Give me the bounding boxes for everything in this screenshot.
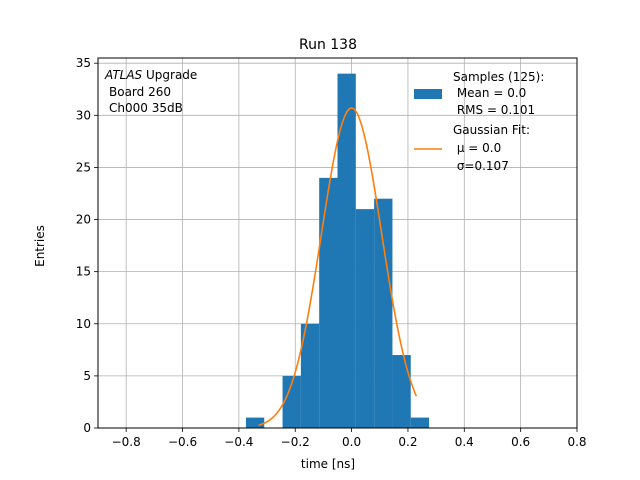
- legend-histogram-line-2: Mean = 0.0: [453, 86, 526, 100]
- plot-frame: [97, 57, 578, 429]
- y-tick-label: 20: [76, 213, 91, 227]
- gaussian-fit-curve: [258, 107, 418, 427]
- annotation-atlas: ATLAS: [104, 68, 143, 82]
- x-tick-label: −0.4: [224, 435, 253, 449]
- x-tick-label: 0.2: [398, 435, 417, 449]
- histogram-bar: [300, 323, 320, 428]
- y-tick-label: 35: [76, 56, 91, 70]
- y-tick-label: 0: [83, 421, 91, 435]
- x-tick-label: 0.6: [511, 435, 530, 449]
- legend: Samples (125): Mean = 0.0 RMS = 0.101 Ga…: [414, 70, 544, 173]
- histogram-bar: [337, 73, 356, 429]
- histogram-bar: [355, 209, 375, 428]
- legend-histogram-swatch: [414, 89, 442, 99]
- annotation-line-1: ATLAS Upgrade: [104, 68, 197, 82]
- x-tick-label: 0.4: [455, 435, 474, 449]
- y-tick-label: 5: [83, 369, 91, 383]
- y-tick-label: 30: [76, 108, 91, 122]
- annotation-upgrade: Upgrade: [142, 68, 197, 82]
- annotation-line-3: Ch000 35dB: [109, 101, 183, 115]
- x-tick-label: 0.8: [567, 435, 586, 449]
- histogram-bar: [410, 417, 430, 428]
- histogram-bar: [245, 417, 265, 428]
- y-tick-label: 10: [76, 317, 91, 331]
- y-tick-label: 15: [76, 265, 91, 279]
- gaussian-fit-layer: [258, 107, 418, 427]
- histogram-bar: [319, 177, 338, 428]
- histogram-bar: [282, 375, 301, 428]
- legend-fit-line-1: Gaussian Fit:: [453, 123, 530, 137]
- x-tick-label: −0.2: [281, 435, 310, 449]
- x-tick-label: 0.0: [342, 435, 361, 449]
- x-axis-label: time [ns]: [301, 457, 355, 471]
- chart-title: Run 138: [299, 37, 357, 53]
- x-tick-label: −0.6: [168, 435, 197, 449]
- x-axis-ticks: −0.8 −0.6 −0.4 −0.2 0.0 0.2 0.4 0.6 0.8: [112, 428, 587, 449]
- histogram-bar: [374, 198, 393, 428]
- annotation-line-2: Board 260: [109, 85, 171, 99]
- legend-fit-line-2: μ = 0.0: [453, 141, 501, 155]
- histogram-bars: [245, 73, 430, 429]
- annotation-box: ATLAS Upgrade Board 260 Ch000 35dB: [104, 68, 197, 115]
- histogram-bar: [392, 355, 411, 428]
- legend-histogram-line-3: RMS = 0.101: [453, 103, 535, 117]
- legend-histogram-line-1: Samples (125):: [453, 70, 544, 84]
- y-tick-label: 25: [76, 160, 91, 174]
- y-axis-ticks: 0 5 10 15 20 25 30 35: [76, 56, 98, 435]
- y-axis-label: Entries: [33, 225, 47, 267]
- legend-fit-line-3: σ=0.107: [453, 159, 509, 173]
- x-tick-label: −0.8: [112, 435, 141, 449]
